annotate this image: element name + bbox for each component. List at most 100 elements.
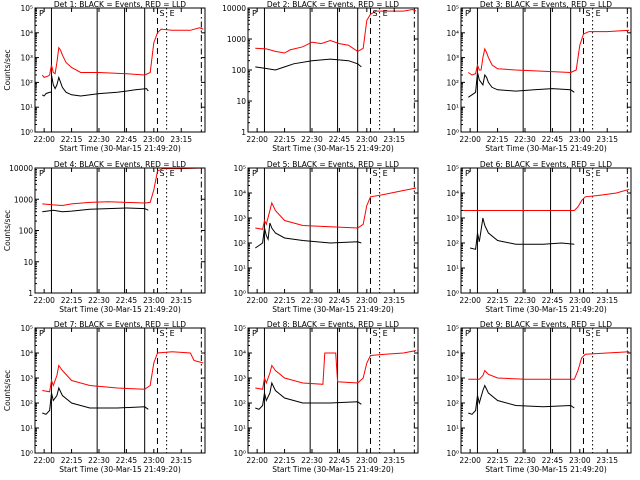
y-tick-label: 1 bbox=[241, 128, 246, 137]
y-tick-label: 100 bbox=[232, 66, 247, 75]
x-axis-label: Start Time (30-Mar-15 21:49:20) bbox=[485, 465, 607, 474]
panel-title: Det 1: BLACK = Events, RED = LLD bbox=[54, 0, 186, 9]
x-axis-label: Start Time (30-Mar-15 21:49:20) bbox=[59, 305, 181, 314]
y-axis-label: Counts/sec bbox=[3, 49, 12, 90]
series-line-lld bbox=[42, 351, 204, 393]
panel-title: Det 9: BLACK = Events, RED = LLD bbox=[480, 320, 612, 329]
phase-annotation: S bbox=[585, 329, 590, 338]
phase-annotation: P bbox=[465, 329, 470, 338]
series-line-events bbox=[468, 72, 575, 98]
series-line-events bbox=[468, 384, 575, 415]
x-tick-label: 23:00 bbox=[356, 135, 378, 144]
phase-annotation: E bbox=[596, 329, 601, 338]
x-tick-label: 22:15 bbox=[274, 456, 296, 465]
x-tick-label: 23:15 bbox=[596, 456, 618, 465]
y-tick-label: 10³ bbox=[233, 214, 246, 223]
y-tick-label: 10³ bbox=[446, 214, 459, 223]
x-tick-label: 22:45 bbox=[542, 456, 564, 465]
series-line-events bbox=[469, 217, 575, 250]
x-tick-label: 22:15 bbox=[487, 135, 509, 144]
x-tick-label: 22:30 bbox=[514, 135, 536, 144]
y-tick-label: 10³ bbox=[20, 374, 33, 383]
y-tick-label: 10⁵ bbox=[233, 164, 246, 173]
x-tick-label: 22:45 bbox=[542, 296, 564, 305]
x-tick-label: 22:15 bbox=[61, 456, 83, 465]
phase-annotation: P bbox=[252, 329, 257, 338]
y-tick-label: 10⁰ bbox=[233, 449, 246, 458]
x-tick-label: 22:45 bbox=[329, 135, 351, 144]
x-tick-label: 22:00 bbox=[459, 456, 481, 465]
phase-annotation: E bbox=[383, 9, 388, 18]
phase-annotation: P bbox=[252, 169, 257, 178]
y-tick-label: 10³ bbox=[446, 374, 459, 383]
phase-annotation: P bbox=[39, 329, 44, 338]
y-tick-label: 100 bbox=[19, 227, 34, 236]
panel-det-9: 10⁰ 10¹ 10² 10³ 10⁴ 10⁵ 22:00 22:15 22:30 22:45 23… bbox=[446, 320, 632, 474]
x-tick-label: 23:15 bbox=[383, 456, 405, 465]
y-tick-label: 10⁰ bbox=[446, 289, 459, 298]
plot-frame bbox=[460, 327, 632, 454]
x-tick-label: 23:15 bbox=[170, 135, 192, 144]
y-tick-label: 10⁴ bbox=[446, 349, 459, 358]
y-tick-label: 10¹ bbox=[446, 264, 459, 273]
x-axis-label: Start Time (30-Mar-15 21:49:20) bbox=[59, 144, 181, 153]
series-line-lld bbox=[468, 351, 630, 380]
x-tick-label: 22:00 bbox=[33, 296, 55, 305]
series-line-lld bbox=[42, 167, 204, 207]
x-tick-label: 22:00 bbox=[246, 135, 268, 144]
phase-annotation: S bbox=[159, 9, 164, 18]
x-tick-label: 22:15 bbox=[61, 135, 83, 144]
panel-det-1: 10⁰ 10¹ 10² 10³ 10⁴ 10⁵ 22:00 22:15 22:30 22:45 23… bbox=[3, 0, 206, 153]
y-tick-label: 10⁴ bbox=[233, 349, 246, 358]
phase-annotation: P bbox=[39, 169, 44, 178]
phase-annotation: S bbox=[585, 9, 590, 18]
x-axis-label: Start Time (30-Mar-15 21:49:20) bbox=[485, 305, 607, 314]
phase-annotation: E bbox=[170, 329, 175, 338]
series-line-lld bbox=[468, 29, 630, 76]
y-tick-label: 10⁵ bbox=[233, 324, 246, 333]
y-tick-label: 10⁴ bbox=[20, 29, 33, 38]
x-tick-label: 22:30 bbox=[514, 456, 536, 465]
y-tick-label: 10⁴ bbox=[446, 189, 459, 198]
x-tick-label: 22:45 bbox=[542, 135, 564, 144]
x-tick-label: 22:45 bbox=[329, 296, 351, 305]
y-tick-label: 10² bbox=[20, 78, 33, 87]
phase-annotation: S bbox=[372, 169, 377, 178]
x-axis-label: Start Time (30-Mar-15 21:49:20) bbox=[272, 305, 394, 314]
x-tick-label: 22:45 bbox=[329, 456, 351, 465]
phase-annotation: E bbox=[383, 329, 388, 338]
series-line-events bbox=[42, 207, 149, 213]
y-tick-label: 10² bbox=[446, 78, 459, 87]
panel-det-4: 1 10 100 1000 10000 22:00 22:15 22:30 22:45 23:00… bbox=[3, 160, 206, 314]
plot-frame bbox=[34, 167, 206, 294]
panel-title: Det 5: BLACK = Events, RED = LLD bbox=[267, 160, 399, 169]
y-tick-label: 10⁴ bbox=[233, 189, 246, 198]
x-tick-label: 22:00 bbox=[246, 296, 268, 305]
phase-annotation: E bbox=[170, 9, 175, 18]
x-axis-label: Start Time (30-Mar-15 21:49:20) bbox=[272, 144, 394, 153]
y-tick-label: 10000 bbox=[222, 4, 246, 13]
panel-det-7: 10⁰ 10¹ 10² 10³ 10⁴ 10⁵ 22:00 22:15 22:30 22:45 23… bbox=[3, 320, 206, 474]
x-tick-label: 23:15 bbox=[383, 135, 405, 144]
y-tick-label: 10 bbox=[23, 258, 33, 267]
panel-title: Det 3: BLACK = Events, RED = LLD bbox=[480, 0, 612, 9]
y-tick-label: 10² bbox=[20, 399, 33, 408]
phase-annotation: E bbox=[596, 169, 601, 178]
y-tick-label: 10⁵ bbox=[20, 324, 33, 333]
y-tick-label: 10 bbox=[236, 97, 246, 106]
series-line-lld bbox=[461, 188, 630, 211]
y-tick-label: 1 bbox=[28, 289, 33, 298]
y-axis-label: Counts/sec bbox=[3, 210, 12, 251]
y-tick-label: 10¹ bbox=[446, 424, 459, 433]
y-tick-label: 10² bbox=[233, 399, 246, 408]
y-tick-label: 10³ bbox=[446, 54, 459, 63]
x-tick-label: 23:00 bbox=[356, 296, 378, 305]
series-line-lld bbox=[255, 187, 417, 230]
plot-frame bbox=[34, 327, 206, 454]
series-line-lld bbox=[255, 350, 417, 390]
y-tick-label: 10³ bbox=[20, 54, 33, 63]
x-tick-label: 22:00 bbox=[33, 456, 55, 465]
panel-title: Det 4: BLACK = Events, RED = LLD bbox=[54, 160, 186, 169]
y-tick-label: 10⁰ bbox=[20, 449, 33, 458]
panel-det-2: 1 10 100 1000 10000 22:00 22:15 22:30 22:45 23:00… bbox=[222, 0, 419, 153]
